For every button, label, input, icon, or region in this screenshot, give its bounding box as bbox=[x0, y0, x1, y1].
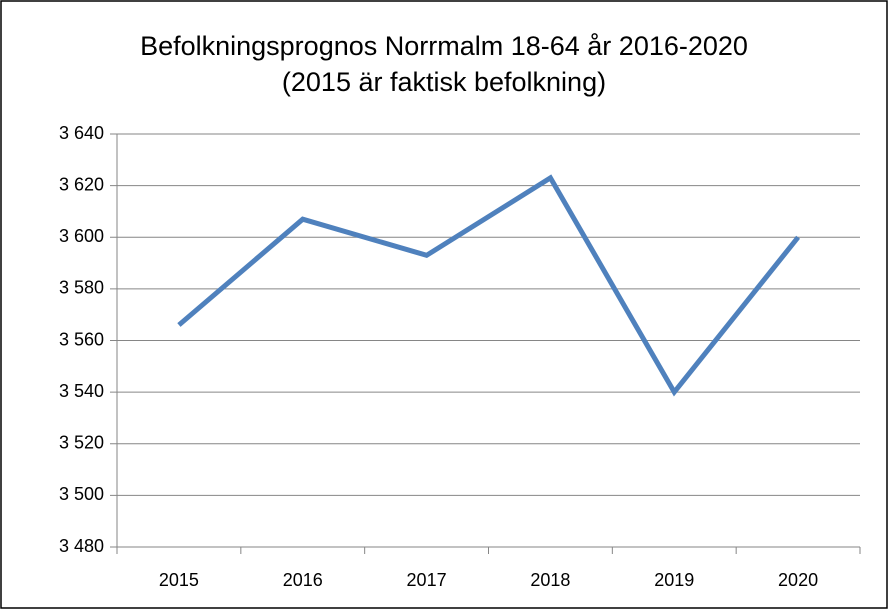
y-tick-label: 3 620 bbox=[59, 174, 104, 194]
chart-title: Befolkningsprognos Norrmalm 18-64 år 201… bbox=[140, 31, 748, 97]
y-tick-label: 3 580 bbox=[59, 278, 104, 298]
x-tick-label: 2020 bbox=[778, 570, 818, 590]
x-tick-label: 2015 bbox=[159, 570, 199, 590]
x-tick-label: 2017 bbox=[407, 570, 447, 590]
y-tick-label: 3 540 bbox=[59, 381, 104, 401]
y-tick-label: 3 600 bbox=[59, 226, 104, 246]
y-tick-label: 3 480 bbox=[59, 536, 104, 556]
x-tick-label: 2019 bbox=[654, 570, 694, 590]
y-tick-label: 3 640 bbox=[59, 123, 104, 143]
data-line bbox=[177, 174, 801, 397]
y-tick-label: 3 520 bbox=[59, 433, 104, 453]
x-tick-label: 2016 bbox=[283, 570, 323, 590]
y-tick-label: 3 500 bbox=[59, 484, 104, 504]
x-tick-label: 2018 bbox=[530, 570, 570, 590]
y-tick-label: 3 560 bbox=[59, 329, 104, 349]
